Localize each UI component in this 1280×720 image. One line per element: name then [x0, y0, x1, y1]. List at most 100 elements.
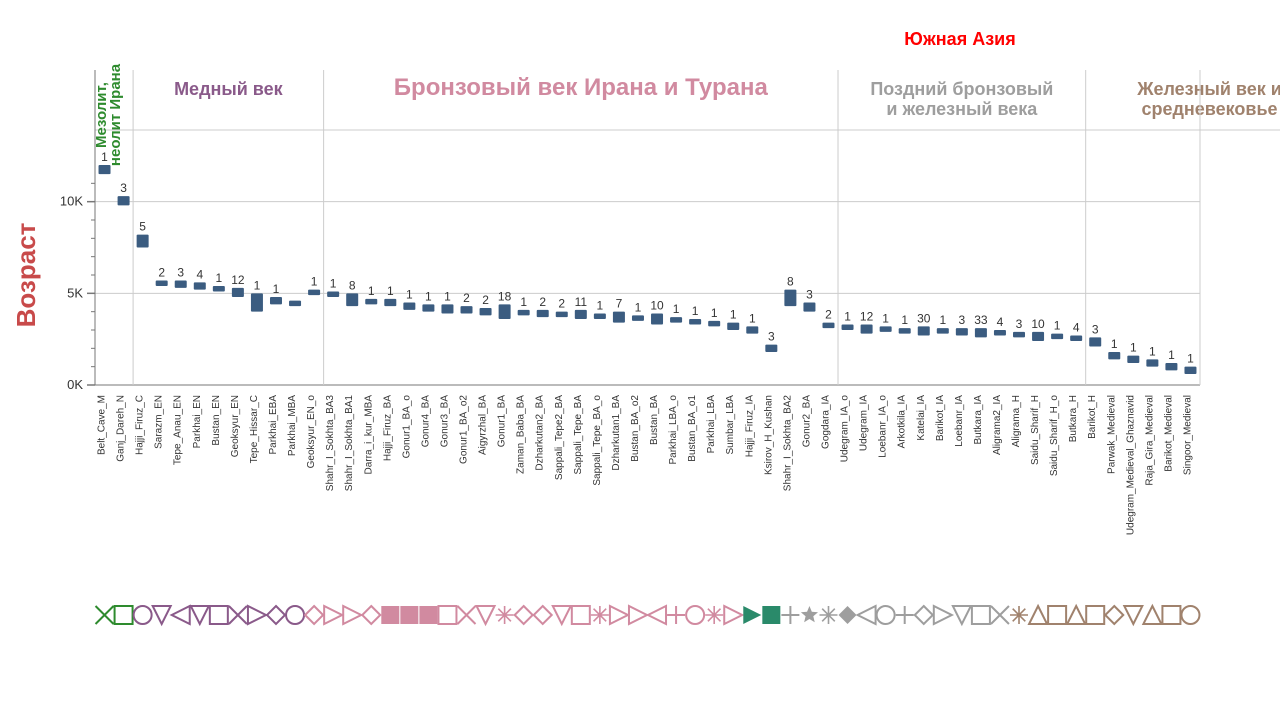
site-label: Gonur2_BA: [801, 395, 812, 448]
ytick-label: 5K: [67, 285, 83, 300]
sample-count: 1: [273, 282, 280, 296]
sample-count: 1: [406, 288, 413, 302]
age-bar: [403, 303, 415, 310]
age-bar: [461, 306, 473, 313]
site-label: Singoor_Medieval: [1182, 395, 1193, 475]
sample-count: 1: [749, 311, 756, 325]
sample-count: 3: [768, 330, 775, 344]
sample-count: 1: [101, 150, 108, 164]
age-bar: [689, 319, 701, 325]
site-label: Shahr_I_Sokhta_BA3: [325, 395, 336, 492]
age-bar: [1051, 334, 1063, 340]
site-label: Ksirov_H_Kushan: [763, 395, 774, 475]
age-bar: [765, 345, 777, 352]
sample-count: 1: [330, 277, 337, 291]
sample-count: 1: [215, 271, 222, 285]
site-label: Hajji_Firuz_IA: [744, 395, 755, 458]
site-label: Gonur1_BA_o2: [459, 395, 470, 464]
sample-count: 12: [860, 310, 874, 324]
site-label: Tepe_Hissar_C: [249, 395, 260, 463]
site-label: Arkotkila_IA: [897, 395, 908, 449]
age-bar: [746, 326, 758, 333]
site-label: Darra_i_kur_MBA: [363, 395, 374, 475]
age-bar: [270, 297, 282, 304]
sample-count: 4: [1073, 321, 1080, 335]
sample-count: 1: [368, 284, 375, 298]
age-bar: [1013, 332, 1025, 338]
age-bar: [842, 325, 854, 331]
age-bar: [213, 286, 225, 292]
sample-count: 8: [787, 275, 794, 289]
age-bar: [308, 290, 320, 296]
sample-count: 33: [974, 313, 988, 327]
site-label: Bustan_BA_o1: [687, 395, 698, 462]
site-label: Barikot_H: [1087, 395, 1098, 439]
sample-count: 1: [1187, 352, 1194, 366]
age-bar: [480, 308, 492, 315]
sample-count: 2: [158, 266, 165, 280]
age-bar: [727, 323, 739, 330]
age-bar: [327, 292, 339, 298]
site-label: Parwak_Medieval: [1106, 395, 1117, 474]
sample-count: 5: [139, 220, 146, 234]
sample-count: 18: [498, 289, 512, 303]
sample-count: 2: [463, 291, 470, 305]
site-label: Barikot_IA: [935, 395, 946, 441]
site-label: Parkhai_EBA: [268, 395, 279, 455]
sample-count: 2: [558, 297, 565, 311]
sample-count: 1: [882, 311, 889, 325]
sample-count: 1: [444, 289, 451, 303]
age-bar: [537, 310, 549, 317]
age-bar: [803, 303, 815, 312]
site-label: Udegram_IA: [859, 395, 870, 451]
site-label: Aligrama2_IA: [992, 395, 1003, 455]
age-bar: [441, 304, 453, 313]
site-label: Belt_Cave_M: [97, 395, 108, 455]
ytick-label: 10K: [60, 194, 83, 209]
age-bar: [365, 299, 377, 305]
sample-count: 1: [901, 313, 908, 327]
site-label: Dzharkutan2_BA: [535, 395, 546, 471]
age-chart: 0K5K10KВозрастЮжная АзияМезолит,неолит И…: [0, 0, 1280, 720]
age-bar: [1165, 363, 1177, 370]
site-label: Geoksyur_EN_o: [306, 395, 317, 469]
sample-count: 1: [711, 306, 718, 320]
y-axis-label: Возраст: [11, 222, 41, 327]
site-label: Gonur1_BA: [497, 395, 508, 448]
site-label: Sappali_Tepe2_BA: [554, 395, 565, 480]
sample-count: 1: [844, 310, 851, 324]
sample-count: 1: [311, 275, 318, 289]
era-label: Медный век: [174, 79, 284, 99]
site-label: Bustan_BA: [649, 395, 660, 445]
age-bar: [937, 328, 949, 334]
era-label: Поздний бронзовый: [870, 79, 1053, 99]
age-bar: [346, 293, 358, 306]
age-bar: [956, 328, 968, 335]
sample-count: 3: [806, 288, 813, 302]
sample-count: 1: [673, 302, 680, 316]
site-label: Saidu_Sharif_H: [1030, 395, 1041, 465]
site-label: Bustan_BA_o2: [630, 395, 641, 462]
age-bar: [194, 282, 206, 289]
age-bar: [499, 304, 511, 319]
site-label: Sappali_Tepe_BA_o: [592, 395, 603, 486]
age-bar: [232, 288, 244, 297]
site-label: Sumbar_LBA: [725, 395, 736, 455]
sample-count: 3: [1092, 322, 1099, 336]
sample-count: 3: [959, 313, 966, 327]
site-label: Katelai_IA: [916, 395, 927, 441]
age-bar: [289, 301, 301, 307]
site-label: Geoksyur_EN: [230, 395, 241, 457]
age-bar: [594, 314, 606, 320]
site-label: Gonur3_BA: [439, 395, 450, 448]
sample-count: 1: [1168, 348, 1175, 362]
sample-count: 10: [1031, 317, 1045, 331]
sample-count: 1: [1111, 337, 1118, 351]
sample-count: 11: [575, 295, 588, 309]
site-label: Zaman_Baba_BA: [516, 395, 527, 474]
site-label: Butkara_IA: [973, 395, 984, 445]
age-bar: [99, 165, 111, 174]
site-label: Butkara_H: [1068, 395, 1079, 442]
era-label: Бронзовый век Ирана и Турана: [394, 74, 769, 101]
age-bar: [708, 321, 720, 327]
